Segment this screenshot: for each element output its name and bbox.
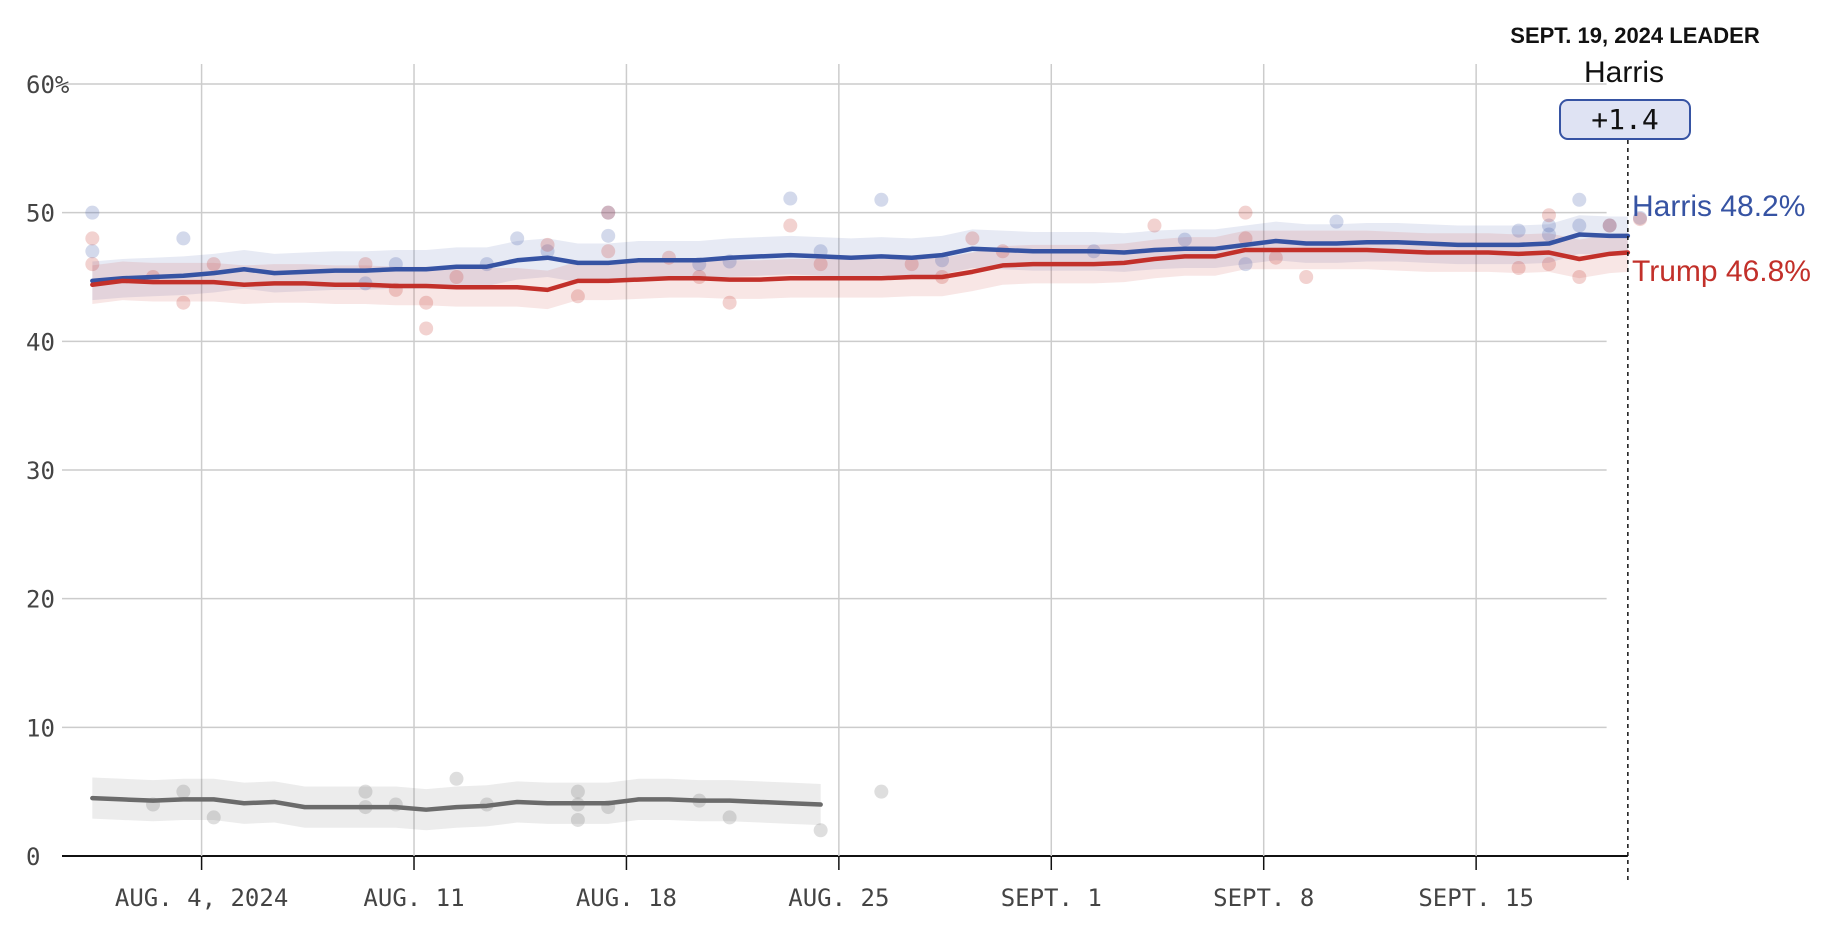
harris-poll-dot (85, 205, 100, 220)
y-tick-label: 60% (26, 71, 70, 99)
trump-poll-dot (813, 257, 828, 272)
harris-trend-line (90, 232, 1631, 284)
harris-poll-dot (1238, 257, 1253, 272)
trump-poll-dot (904, 257, 919, 272)
trump-poll-dot (1541, 208, 1556, 223)
leader-margin: +1.4 (1591, 103, 1658, 136)
other-poll-dot (358, 784, 373, 799)
other-poll-dot (570, 812, 585, 827)
trump-poll-dot (783, 218, 798, 233)
harris-poll-dot (176, 231, 191, 246)
trump-poll-dot (85, 231, 100, 246)
y-tick-label: 0 (26, 843, 40, 871)
y-tick-label: 10 (26, 714, 55, 742)
harris-poll-dot (1541, 227, 1556, 242)
leader-box: SEPT. 19, 2024 LEADER Harris +1.4 (1510, 23, 1760, 140)
trump-poll-dot (1541, 257, 1556, 272)
other-poll-dot (874, 784, 889, 799)
harris-poll-dot (1177, 232, 1192, 247)
trump-poll-dot (540, 237, 555, 252)
harris-poll-dot (1572, 192, 1587, 207)
x-axis-ticks: AUG. 4, 2024 AUG. 11 AUG. 18 AUG. 25 SEPT. 1… (115, 884, 1534, 912)
trump-poll-dot (722, 295, 737, 310)
gridlines (62, 64, 1628, 870)
x-tick-label: AUG. 18 (576, 884, 677, 912)
trump-poll-dot (1268, 250, 1283, 265)
harris-poll-dot (874, 192, 889, 207)
trump-poll-dot (661, 250, 676, 265)
leader-margin-badge (1559, 99, 1691, 140)
harris-poll-dot (540, 244, 555, 259)
harris-poll-dot (601, 205, 616, 220)
other-trend-line (90, 795, 823, 812)
trump-poll-dot (601, 244, 616, 259)
trump-poll-dot (570, 289, 585, 304)
x-tick-label: SEPT. 1 (1001, 884, 1102, 912)
harris-poll-dot (1329, 214, 1344, 229)
harris-poll-dot (601, 228, 616, 243)
leader-name: Harris (1584, 56, 1664, 89)
trump-poll-dot (1572, 270, 1587, 284)
harris-poll-dot (1541, 218, 1556, 233)
trump-poll-dot (419, 295, 434, 310)
trump-poll-dot (1633, 212, 1647, 227)
trump-poll-dot (1602, 218, 1617, 233)
harris-poll-dot (85, 244, 100, 259)
other-confidence-band (92, 777, 821, 831)
other-poll-dot (449, 771, 464, 786)
other-poll-dot (722, 810, 737, 825)
harris-poll-dot (1511, 223, 1526, 238)
y-tick-label: 30 (26, 457, 55, 485)
x-tick-label: AUG. 4, 2024 (115, 884, 288, 912)
confidence-bands (92, 215, 1628, 831)
y-tick-label: 20 (26, 586, 55, 614)
x-tick-label: AUG. 25 (788, 884, 889, 912)
trump-poll-dot (965, 231, 980, 246)
trump-poll-dot (449, 270, 464, 284)
x-tick-label: SEPT. 15 (1418, 884, 1534, 912)
poll-dots (85, 191, 1647, 838)
harris-poll-dot (510, 231, 525, 246)
trump-poll-dot (601, 205, 616, 220)
y-tick-label: 40 (26, 328, 55, 356)
trump-poll-dot (176, 295, 191, 310)
trump-poll-dot (1299, 270, 1314, 284)
harris-poll-dot (1633, 210, 1647, 225)
harris-poll-dot (1602, 218, 1617, 233)
trend-lines (90, 232, 1631, 812)
other-poll-dot (570, 784, 585, 799)
leader-title: SEPT. 19, 2024 LEADER (1510, 23, 1760, 48)
harris-end-label: Harris 48.2% (1632, 190, 1805, 223)
trump-poll-dot (1147, 218, 1162, 233)
trump-poll-dot (206, 257, 221, 272)
harris-poll-dot (1572, 218, 1587, 233)
trump-end-label: Trump 46.8% (1632, 255, 1811, 288)
trump-trend-line (90, 247, 1631, 293)
trump-poll-dot (419, 321, 434, 336)
trump-poll-dot (85, 257, 100, 272)
trump-poll-dot (358, 257, 373, 272)
trump-poll-dot (1238, 231, 1253, 246)
trump-poll-dot (1238, 205, 1253, 220)
other-poll-dot (176, 784, 191, 799)
x-tick-label: SEPT. 8 (1213, 884, 1314, 912)
y-tick-label: 50 (26, 200, 55, 228)
harris-poll-dot (783, 191, 798, 206)
trump-poll-dot (1511, 260, 1526, 275)
other-poll-dot (813, 823, 828, 838)
x-tick-label: AUG. 11 (363, 884, 464, 912)
other-poll-dot (206, 810, 221, 825)
y-axis-ticks: 0 10 20 30 40 50 60% (26, 71, 70, 871)
